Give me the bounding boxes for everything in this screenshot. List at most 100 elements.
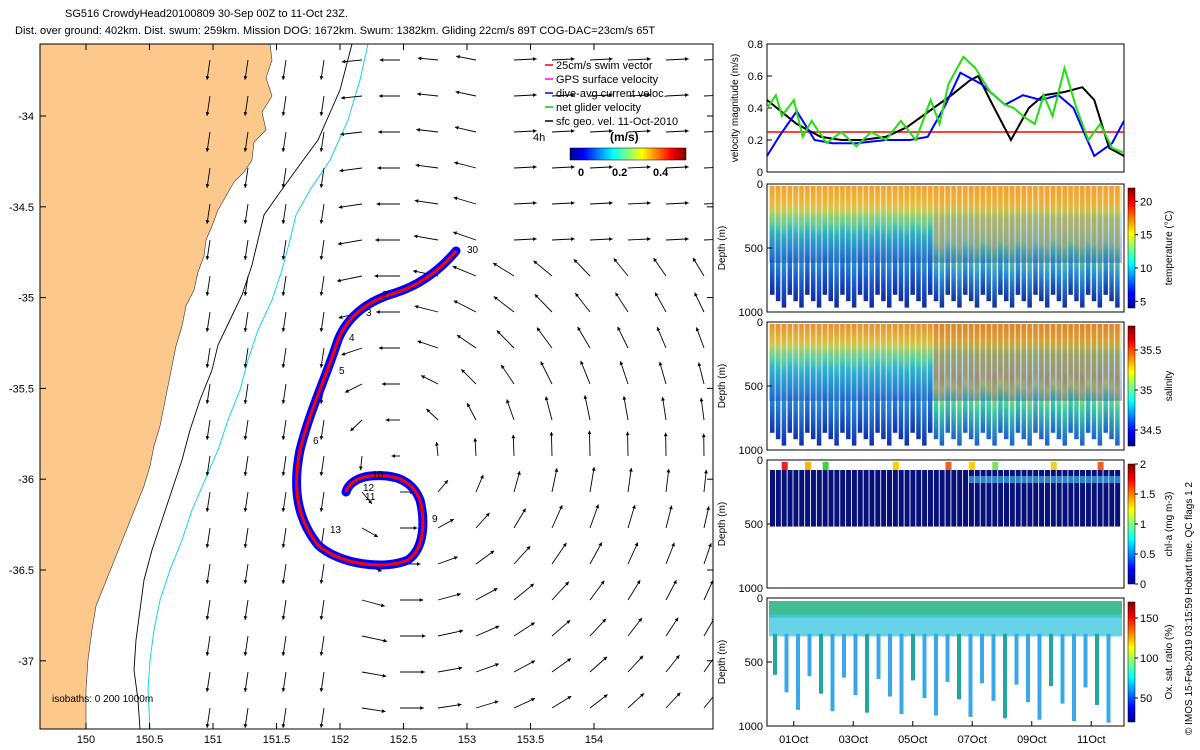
profile-column: [1106, 633, 1111, 723]
velocity-arrow-head: [608, 93, 613, 97]
velocity-arrow-head: [319, 724, 324, 728]
velocity-arrow-head: [675, 655, 680, 660]
velocity-arrow: [336, 275, 363, 282]
chl-surface-marker: [945, 462, 952, 470]
colorbar-label: (m/s): [610, 130, 639, 144]
velocity-arrow-head: [414, 199, 419, 203]
profile-column: [875, 470, 881, 527]
velocity-arrow-head: [417, 92, 421, 97]
velocity-arrow: [361, 635, 388, 642]
velocity-arrow: [665, 617, 679, 637]
velocity-arrow-head: [656, 327, 661, 332]
profile-column: [781, 470, 787, 527]
velocity-arrow-head: [416, 127, 421, 132]
velocity-arrow: [453, 300, 477, 313]
profile-column-surface: [1015, 476, 1021, 484]
velocity-arrow-head: [205, 76, 210, 80]
glider-track-red: [295, 250, 458, 567]
velocity-arrow: [654, 292, 667, 313]
profile-column: [933, 470, 939, 527]
velocity-arrow-head: [532, 201, 537, 205]
velocity-series-line: [766, 74, 1125, 157]
velocity-arrow: [627, 655, 644, 673]
velocity-arrow: [627, 467, 632, 493]
velocity-arrow-head: [319, 256, 324, 260]
velocity-arrow-head: [205, 184, 210, 188]
profile-column: [830, 633, 835, 712]
colorbar-tick-label: 0: [1140, 579, 1146, 591]
velocity-arrow-head: [281, 112, 286, 116]
velocity-arrow: [475, 587, 498, 601]
velocity-arrow-head: [600, 580, 605, 585]
velocity-arrow-head: [281, 292, 286, 296]
velocity-arrow: [506, 399, 515, 421]
velocity-arrow-head: [531, 698, 536, 702]
velocity-arrow-head: [417, 56, 422, 61]
velocity-arrow-head: [615, 292, 619, 297]
profile-column: [899, 633, 904, 715]
profile-column: [840, 470, 846, 527]
profile-column: [1068, 470, 1074, 527]
velocity-arrow-head: [587, 430, 592, 435]
velocity-arrow-head: [533, 260, 538, 265]
velocity-arrow-head: [457, 703, 462, 707]
velocity-arrow: [573, 258, 591, 277]
velocity-arrow-head: [457, 335, 462, 339]
velocity-arrow-head: [570, 93, 575, 97]
colorbar-tick-label: 15: [1140, 230, 1152, 242]
velocity-arrow-head: [532, 57, 537, 61]
profile-column-surface: [974, 476, 980, 484]
map-x-tick-label: 151.5: [263, 734, 291, 746]
time-tick-label: 01Oct: [779, 734, 808, 746]
velocity-arrow: [589, 618, 607, 637]
velocity-arrow: [627, 504, 636, 529]
velocity-arrow: [452, 265, 477, 277]
colorbar-tick-label: 35: [1140, 385, 1152, 397]
map-y-tick-label: -37: [18, 656, 34, 668]
chl-surface-marker: [892, 462, 899, 470]
velocity-arrow-head: [319, 616, 324, 620]
velocity-arrow: [338, 203, 363, 208]
map-x-tick-label: 153: [458, 734, 476, 746]
map-x-tick-label: 150.5: [136, 734, 164, 746]
velocity-arrow-head: [495, 625, 500, 630]
profile-column: [787, 470, 793, 527]
velocity-arrow-head: [243, 364, 248, 368]
profile-column-surface: [1027, 476, 1033, 484]
surface-velocity-arrows: [205, 55, 713, 728]
velocity-arrow-head: [341, 352, 346, 356]
velocity-arrow-head: [281, 580, 286, 584]
velocity-arrow: [589, 466, 595, 493]
velocity-arrow-head: [383, 638, 388, 643]
section-y-tick-label: 500: [745, 519, 763, 531]
profile-column: [1026, 633, 1030, 703]
profile-column-surface: [1080, 476, 1086, 484]
velocity-arrow: [627, 579, 641, 601]
velocity-arrow: [551, 542, 567, 565]
velocity-arrow: [615, 292, 629, 313]
map-x-tick-label: 151: [204, 734, 222, 746]
velocity-arrow: [414, 305, 439, 313]
velocity-arrow: [627, 238, 651, 241]
track-day-label: 5: [339, 366, 345, 377]
profile-column-surface: [1097, 476, 1103, 484]
velocity-arrow-head: [570, 129, 575, 133]
map-y-tick-label: -35: [18, 293, 34, 305]
profile-column: [810, 470, 816, 527]
figure-subtitle: Dist. over ground: 402km. Dist. swum: 25…: [15, 25, 655, 37]
velocity-arrow-head: [319, 400, 324, 404]
velocity-arrow-head: [415, 163, 420, 168]
velocity-arrow-head: [663, 432, 668, 437]
velocity-arrow: [703, 469, 707, 493]
profile-column-surface: [986, 476, 992, 484]
velocity-arrow-head: [368, 499, 372, 504]
velocity-arrow-head: [559, 505, 563, 510]
velocity-arrow-head: [338, 315, 343, 319]
profile-column: [1083, 633, 1088, 688]
velocity-arrow-head: [668, 505, 673, 510]
velocity-arrow-head: [658, 361, 663, 366]
profile-column: [1003, 633, 1007, 719]
velocity-arrow-head: [205, 256, 210, 260]
velocity-arrow: [703, 658, 713, 673]
